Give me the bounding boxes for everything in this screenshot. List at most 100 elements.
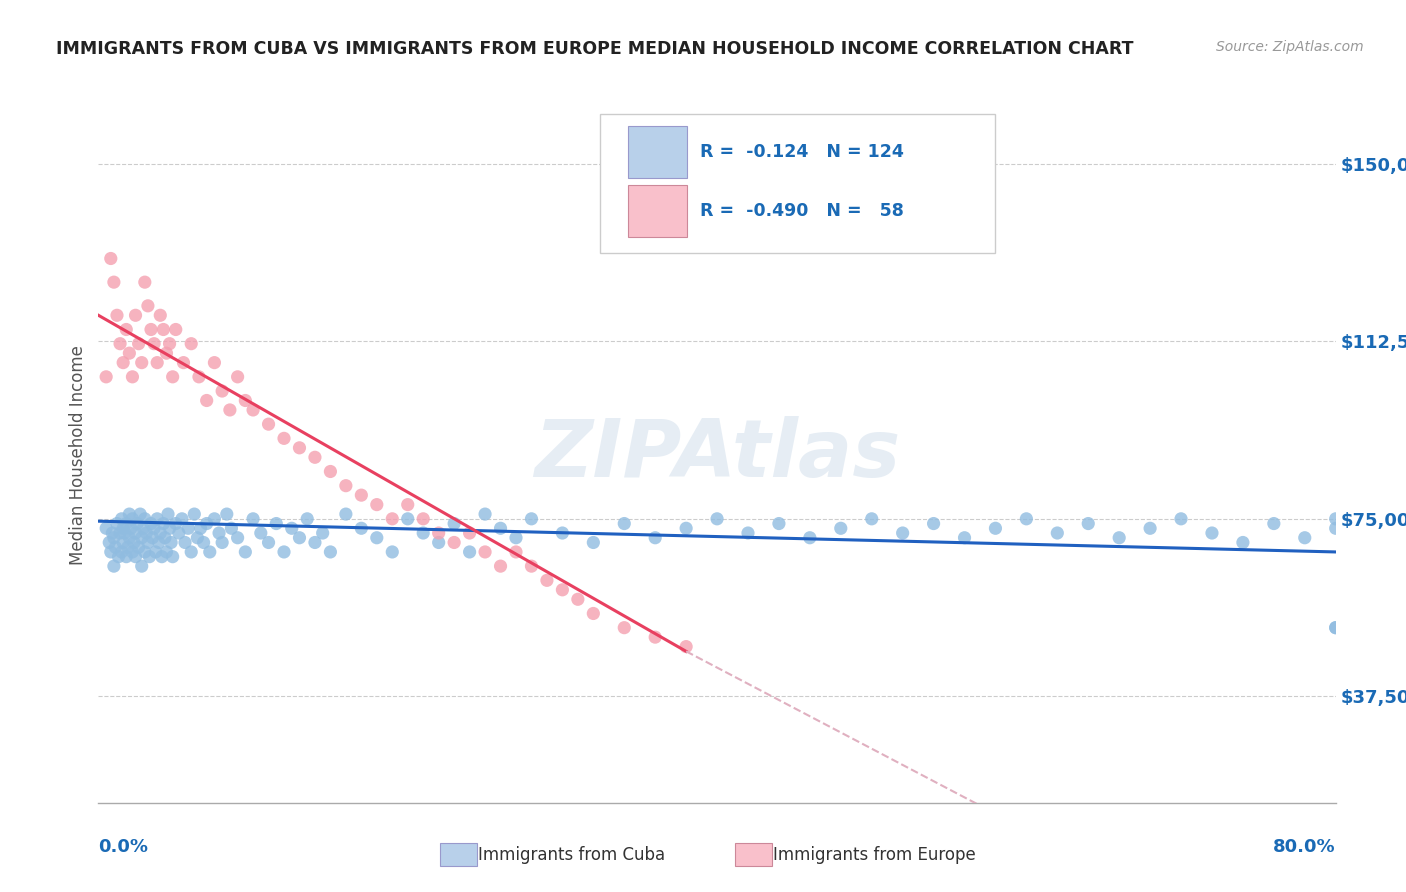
Point	[112, 521, 135, 535]
Point	[143, 521, 166, 535]
Point	[1324, 621, 1347, 635]
Text: 80.0%: 80.0%	[1272, 838, 1336, 856]
Point	[127, 516, 149, 531]
Point	[103, 531, 125, 545]
Point	[204, 512, 226, 526]
Text: R =  -0.490   N =   58: R = -0.490 N = 58	[700, 202, 904, 220]
Point	[121, 545, 143, 559]
Point	[173, 356, 195, 370]
Point	[115, 549, 138, 564]
Point	[162, 549, 184, 564]
Point	[737, 526, 759, 541]
Point	[1046, 526, 1069, 541]
Point	[350, 521, 373, 535]
Point	[152, 516, 174, 531]
Point	[1324, 512, 1347, 526]
Point	[131, 531, 153, 545]
Point	[152, 322, 174, 336]
Point	[891, 526, 914, 541]
Point	[257, 417, 280, 432]
Text: R =  -0.124   N = 124: R = -0.124 N = 124	[700, 144, 904, 161]
Point	[103, 275, 125, 289]
Text: Immigrants from Europe: Immigrants from Europe	[773, 846, 976, 863]
Point	[121, 512, 143, 526]
Point	[138, 549, 160, 564]
Point	[134, 512, 156, 526]
Point	[644, 630, 666, 644]
Point	[134, 545, 156, 559]
Point	[159, 336, 181, 351]
Point	[242, 403, 264, 417]
Point	[1139, 521, 1161, 535]
Point	[134, 275, 156, 289]
Point	[128, 540, 150, 554]
Point	[183, 507, 205, 521]
Point	[381, 545, 404, 559]
Point	[1294, 531, 1316, 545]
Point	[139, 516, 162, 531]
Point	[117, 540, 139, 554]
Point	[474, 545, 496, 559]
Point	[953, 531, 976, 545]
Point	[235, 545, 257, 559]
Point	[118, 507, 141, 521]
Point	[120, 521, 142, 535]
Point	[288, 531, 311, 545]
Point	[177, 521, 200, 535]
Point	[1201, 526, 1223, 541]
Point	[235, 393, 257, 408]
Point	[96, 521, 118, 535]
Point	[536, 574, 558, 588]
Point	[219, 403, 242, 417]
Point	[211, 535, 233, 549]
Point	[142, 531, 165, 545]
Point	[427, 526, 450, 541]
Point	[211, 384, 233, 398]
Point	[208, 526, 231, 541]
Point	[115, 322, 138, 336]
Point	[128, 336, 150, 351]
Point	[145, 545, 167, 559]
Point	[101, 526, 124, 541]
Point	[114, 526, 136, 541]
Text: Source: ZipAtlas.com: Source: ZipAtlas.com	[1216, 40, 1364, 54]
Point	[520, 559, 543, 574]
Point	[174, 535, 197, 549]
Text: Immigrants from Cuba: Immigrants from Cuba	[478, 846, 665, 863]
Point	[304, 535, 326, 549]
Point	[155, 545, 177, 559]
Point	[830, 521, 852, 535]
Point	[165, 516, 187, 531]
Point	[474, 507, 496, 521]
Point	[1108, 531, 1130, 545]
Point	[108, 526, 131, 541]
Point	[198, 545, 221, 559]
Point	[162, 369, 184, 384]
Point	[505, 531, 527, 545]
Point	[100, 545, 122, 559]
Point	[335, 507, 357, 521]
Point	[567, 592, 589, 607]
Point	[312, 526, 335, 541]
Point	[458, 526, 481, 541]
Point	[799, 531, 821, 545]
Point	[396, 498, 419, 512]
Point	[124, 308, 146, 322]
Point	[146, 356, 169, 370]
Point	[582, 607, 605, 621]
Point	[165, 322, 187, 336]
Point	[193, 535, 215, 549]
Point	[297, 512, 319, 526]
Point	[335, 478, 357, 492]
Point	[136, 299, 159, 313]
Point	[675, 640, 697, 654]
Point	[148, 535, 170, 549]
Point	[195, 393, 218, 408]
Point	[768, 516, 790, 531]
Point	[288, 441, 311, 455]
Point	[131, 356, 153, 370]
Point	[112, 356, 135, 370]
Point	[613, 516, 636, 531]
Point	[111, 545, 134, 559]
Point	[105, 516, 128, 531]
